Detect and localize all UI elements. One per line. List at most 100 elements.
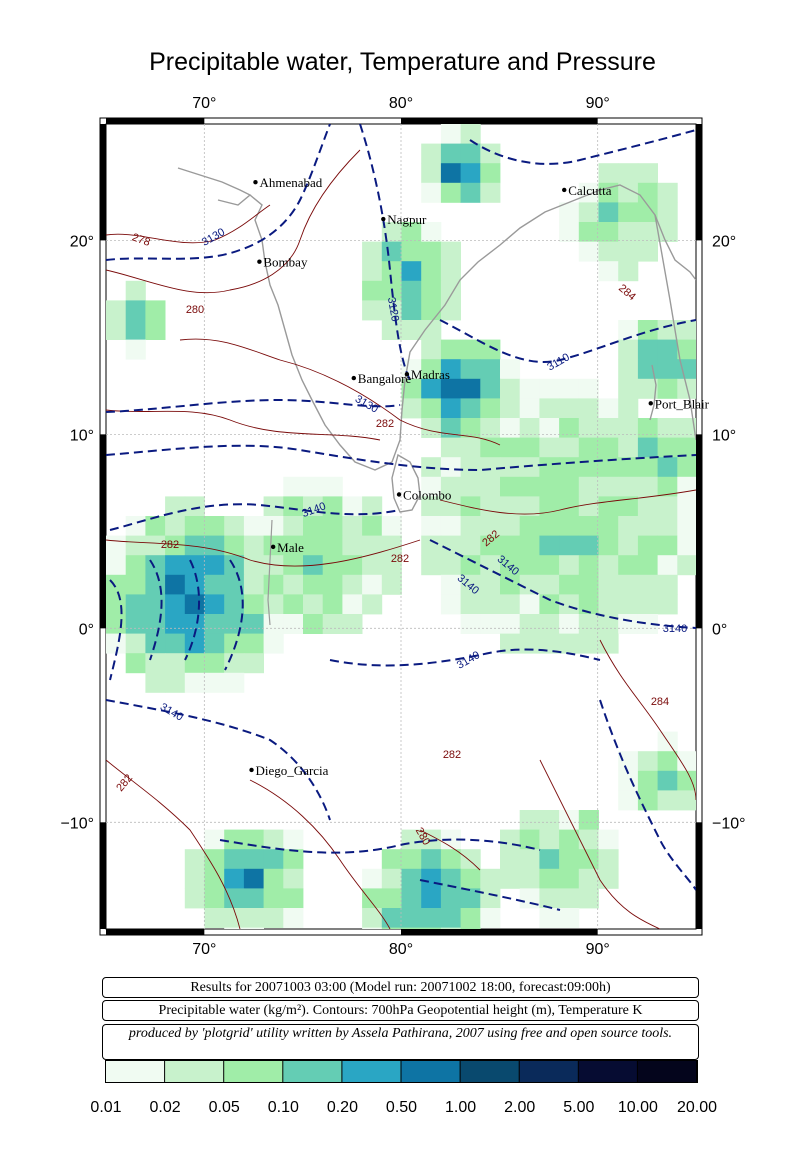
precip-cell <box>578 535 599 556</box>
precip-cell <box>440 143 461 164</box>
precip-cell <box>421 418 442 438</box>
precip-cells <box>106 124 696 929</box>
precip-cell <box>106 300 127 321</box>
precip-cell <box>421 535 442 556</box>
lat-tick-label-left: 0° <box>79 621 94 638</box>
lon-tick-label-bottom: 80° <box>389 941 413 958</box>
precip-cell <box>578 594 599 615</box>
precip-cell <box>460 457 481 478</box>
precip-cell <box>519 810 540 830</box>
precip-cell <box>598 633 619 654</box>
precip-cell <box>381 300 402 321</box>
precip-cell <box>637 770 658 791</box>
precip-cell <box>125 594 146 615</box>
precip-cell <box>657 535 678 556</box>
precip-cell <box>637 751 658 772</box>
precip-cell <box>460 418 481 438</box>
precip-cell <box>559 829 580 850</box>
precip-cell <box>598 868 619 889</box>
city-label: Calcutta <box>568 183 612 198</box>
precip-cell <box>500 398 521 419</box>
precip-cell <box>440 124 461 144</box>
precip-cell <box>559 202 580 223</box>
precip-cell <box>243 516 264 536</box>
precip-cell <box>460 849 481 870</box>
precip-cell <box>263 908 284 928</box>
precip-cell <box>460 378 481 399</box>
precip-cell <box>559 535 580 556</box>
precip-cell <box>480 496 501 517</box>
precip-cell <box>165 516 186 536</box>
precip-cell <box>618 359 639 380</box>
precip-cell <box>539 516 560 536</box>
precip-cell <box>165 555 186 576</box>
precip-cell <box>657 751 678 772</box>
precip-cell <box>559 614 580 634</box>
precip-cell <box>243 535 264 556</box>
precip-cell <box>578 888 599 909</box>
precip-cell <box>480 868 501 889</box>
precip-cell <box>618 476 639 497</box>
precip-cell <box>500 868 521 889</box>
precip-cell <box>637 476 658 497</box>
precip-cell <box>421 280 442 301</box>
precip-cell <box>401 300 422 321</box>
precip-cell <box>539 829 560 850</box>
precip-cell <box>480 378 501 399</box>
precip-cell <box>657 476 678 497</box>
precip-cell <box>421 555 442 576</box>
precip-cell <box>559 398 580 419</box>
precip-cell <box>637 241 658 262</box>
precip-cell <box>125 516 146 536</box>
precip-cell <box>500 614 521 634</box>
precip-cell <box>421 163 442 184</box>
precip-cell <box>559 810 580 830</box>
precip-cell <box>460 437 481 458</box>
precip-cell <box>480 339 501 360</box>
precip-cell <box>578 222 599 242</box>
precip-cell <box>145 555 166 576</box>
precip-cell <box>421 868 442 889</box>
geopotential-label: 3130 <box>353 393 380 416</box>
precip-cell <box>539 908 560 928</box>
precip-cell <box>263 516 284 536</box>
precip-cell <box>283 614 304 634</box>
precip-cell <box>559 378 580 399</box>
precip-cell <box>559 457 580 478</box>
precip-cell <box>539 868 560 889</box>
precip-cell <box>224 829 245 850</box>
precip-cell <box>342 516 363 536</box>
precip-cell <box>184 653 205 674</box>
geopotential-label: 3120 <box>385 296 401 322</box>
precip-cell <box>263 633 284 654</box>
precip-cell <box>283 516 304 536</box>
precip-cell <box>224 633 245 654</box>
precip-cell <box>598 222 619 242</box>
precip-cell <box>519 457 540 478</box>
precip-cell <box>519 535 540 556</box>
precip-cell <box>283 476 304 497</box>
precip-cell <box>480 418 501 438</box>
myanmar-coastline <box>654 214 696 441</box>
precip-cell <box>106 614 127 634</box>
precip-cell <box>618 163 639 184</box>
precip-cell <box>362 574 383 595</box>
precip-cell <box>165 653 186 674</box>
precip-cell <box>559 849 580 870</box>
precip-cell <box>598 437 619 458</box>
precip-cell <box>637 359 658 380</box>
precip-cell <box>204 633 225 654</box>
precip-cell <box>677 320 696 340</box>
precip-cell <box>460 888 481 909</box>
frame-bar-top <box>401 118 598 124</box>
precip-cell <box>460 555 481 576</box>
map-title: Precipitable water, Temperature and Pres… <box>149 48 656 76</box>
precip-cell <box>460 516 481 536</box>
precip-cell <box>480 398 501 419</box>
precip-cell <box>578 476 599 497</box>
precip-cell <box>145 300 166 321</box>
precip-cell <box>598 418 619 438</box>
precip-cell <box>578 614 599 634</box>
precip-cell <box>598 849 619 870</box>
